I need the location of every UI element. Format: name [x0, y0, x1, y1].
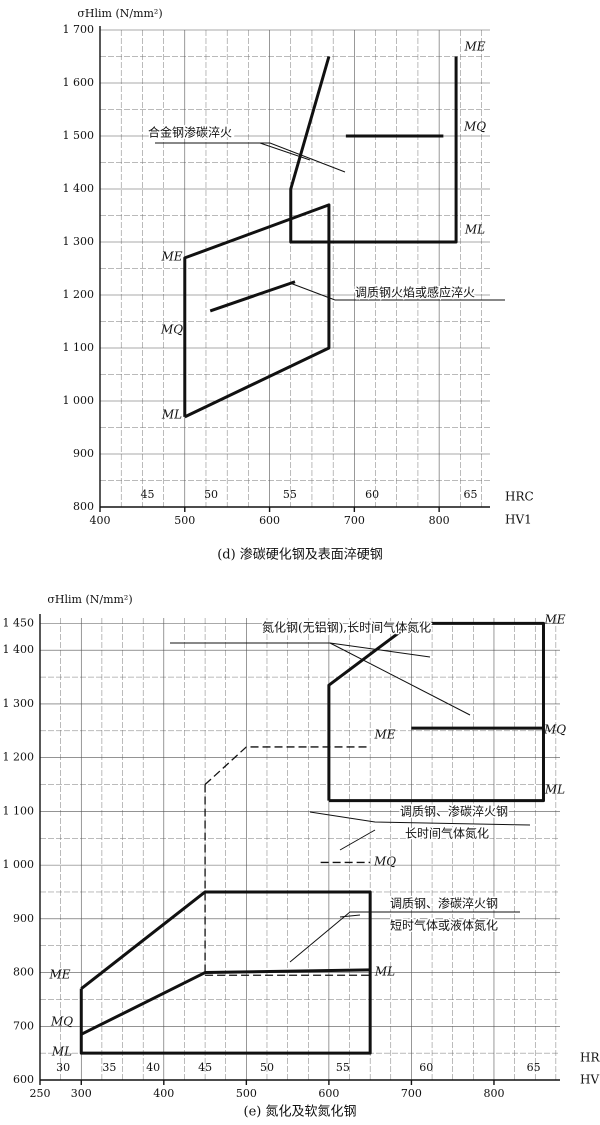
hrc-tick-label: 50: [260, 1061, 274, 1074]
grade-line: [79, 890, 372, 1055]
caption: (e) 氮化及软氮化钢: [244, 1105, 357, 1120]
grade-line: [204, 746, 371, 786]
y-tick-label: 800: [73, 500, 94, 513]
grade-label: ML: [51, 1045, 72, 1059]
hrc-tick-label: 40: [146, 1061, 160, 1074]
annotation: 调质钢、渗碳淬火钢: [390, 896, 498, 911]
hrc-tick-label: 35: [102, 1061, 116, 1074]
y-tick-label: 1 300: [63, 235, 95, 248]
annotation: 长时间气体氮化: [405, 826, 489, 841]
grade-label: MQ: [50, 1015, 73, 1029]
leader-line: [339, 914, 361, 918]
x-axis-label: HV1: [580, 1073, 600, 1087]
y-axis-title: σHlim (N/mm²): [77, 7, 162, 20]
grade-label: ML: [374, 965, 395, 979]
grade-line: [289, 56, 458, 244]
grade-label: MQ: [160, 323, 183, 337]
y-tick-label: 1 400: [63, 182, 95, 195]
grade-label: MQ: [373, 855, 396, 869]
y-axis-title: σHlim (N/mm²): [47, 593, 132, 606]
hrc-tick-label: 30: [56, 1061, 70, 1074]
x-tick-label: 250: [30, 1087, 51, 1100]
y-tick-label: 1 000: [3, 858, 35, 871]
grade-label: ME: [463, 40, 485, 54]
grade-label: MQ: [543, 723, 566, 737]
leader-line: [329, 642, 471, 716]
hrc-tick-label: 65: [527, 1061, 541, 1074]
grade-label: ME: [373, 728, 395, 742]
y-tick-label: 1 100: [63, 341, 95, 354]
grade-label: MQ: [463, 120, 486, 134]
grade-label: ML: [161, 408, 182, 422]
hrc-tick-label: 55: [336, 1061, 350, 1074]
grade-line: [209, 280, 296, 313]
grade-label: ML: [464, 223, 485, 237]
x-tick-label: 500: [236, 1087, 257, 1100]
x-tick-label: 500: [174, 514, 195, 527]
x-axis-label: HV1: [505, 513, 532, 527]
y-tick-label: 1 450: [3, 616, 35, 629]
annotation: 短时气体或液体氮化: [390, 918, 498, 933]
x2-axis-label: HRC: [580, 1051, 600, 1065]
leader-line: [155, 142, 311, 161]
y-tick-label: 1 300: [3, 697, 35, 710]
annotation: 氮化钢(无铝钢),长时间气体氮化: [262, 620, 431, 635]
leader-line: [309, 811, 531, 826]
x-tick-label: 800: [483, 1087, 504, 1100]
leader-line: [289, 911, 520, 963]
y-tick-label: 900: [73, 447, 94, 460]
hrc-tick-label: 65: [464, 488, 478, 501]
y-tick-label: 900: [13, 912, 34, 925]
y-tick-label: 1 100: [3, 804, 35, 817]
grade-line: [80, 968, 371, 1036]
annotation: 调质钢火焰或感应淬火: [355, 285, 475, 300]
x-tick-label: 400: [153, 1087, 174, 1100]
grade-label: ME: [543, 613, 565, 627]
y-tick-label: 700: [13, 1019, 34, 1032]
x-tick-label: 400: [90, 514, 111, 527]
y-tick-label: 1 500: [63, 129, 95, 142]
y-tick-label: 1 600: [63, 76, 95, 89]
annotation: 调质钢、渗碳淬火钢: [400, 804, 508, 819]
y-tick-label: 800: [13, 966, 34, 979]
caption: (d) 渗碳硬化钢及表面淬硬钢: [217, 548, 383, 563]
x-tick-label: 300: [71, 1087, 92, 1100]
grade-label: ML: [544, 783, 565, 797]
grade-line: [327, 621, 545, 803]
y-tick-label: 1 000: [63, 394, 95, 407]
x-tick-label: 700: [401, 1087, 422, 1100]
hrc-tick-label: 50: [204, 488, 218, 501]
y-tick-label: 1 200: [3, 751, 35, 764]
x-tick-label: 600: [259, 514, 280, 527]
hrc-tick-label: 45: [198, 1061, 212, 1074]
hrc-tick-label: 60: [365, 488, 379, 501]
hrc-tick-label: 55: [283, 488, 297, 501]
leader-line: [339, 829, 376, 851]
y-tick-label: 600: [13, 1073, 34, 1086]
y-tick-label: 1 700: [63, 23, 95, 36]
hrc-tick-label: 60: [419, 1061, 433, 1074]
y-tick-label: 1 200: [63, 288, 95, 301]
annotation: 合金钢渗碳淬火: [148, 125, 232, 140]
grade-line: [183, 203, 331, 419]
grade-label: ME: [48, 968, 70, 982]
leader-line: [155, 142, 346, 173]
x-tick-label: 800: [429, 514, 450, 527]
x-tick-label: 700: [344, 514, 365, 527]
x2-axis-label: HRC: [505, 490, 534, 504]
x-tick-label: 600: [318, 1087, 339, 1100]
y-tick-label: 1 400: [3, 643, 35, 656]
hrc-tick-label: 45: [140, 488, 154, 501]
grade-label: ME: [160, 250, 182, 264]
